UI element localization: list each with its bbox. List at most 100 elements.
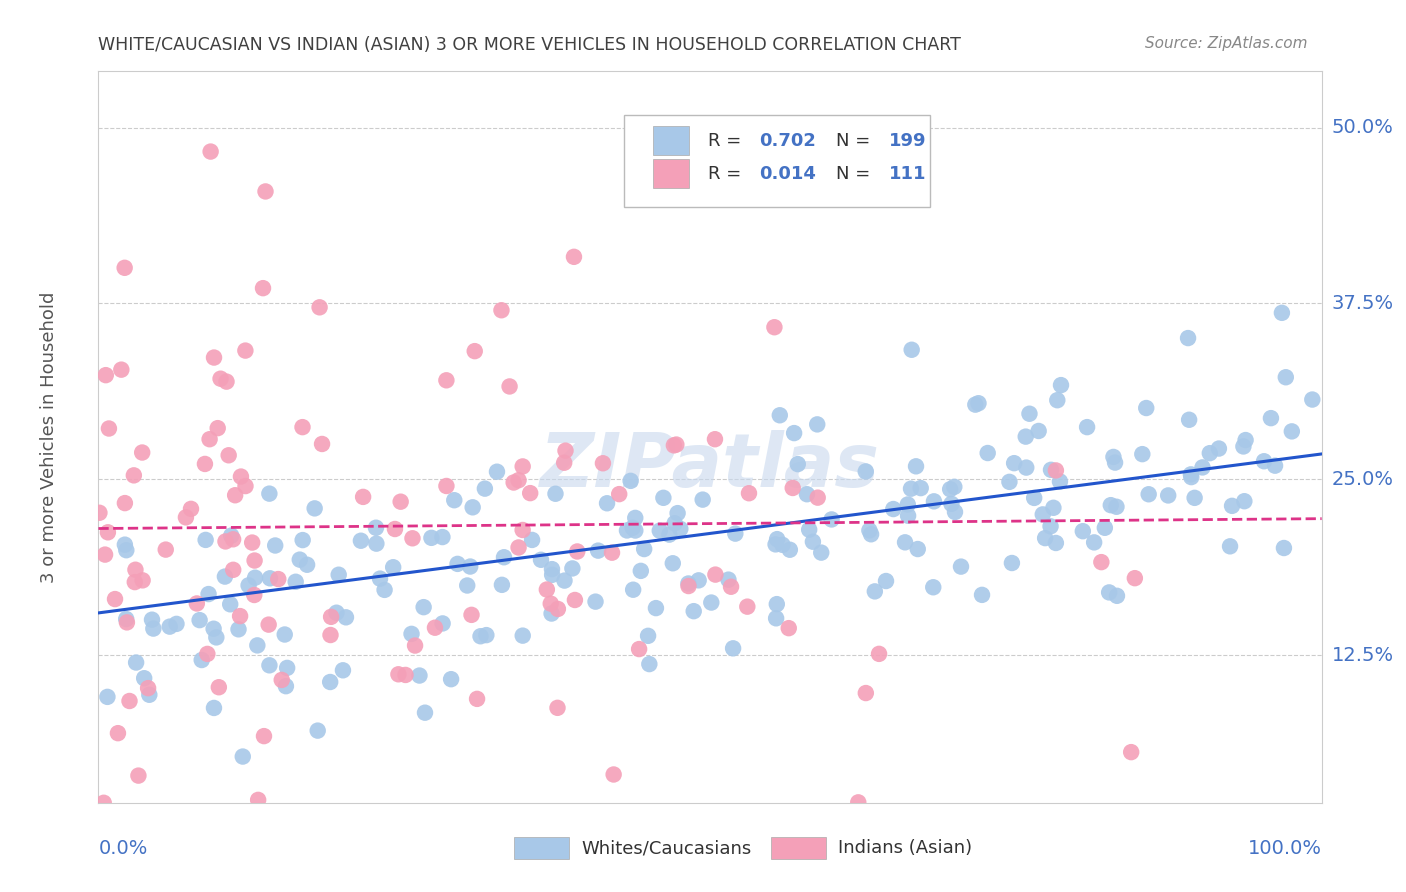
Point — [288, 552, 311, 566]
Point — [765, 537, 787, 551]
Point — [458, 559, 481, 574]
Point — [502, 475, 524, 490]
Point — [243, 553, 266, 567]
Point — [1105, 500, 1128, 514]
Point — [319, 610, 342, 624]
Point — [253, 729, 276, 743]
Point — [335, 610, 357, 624]
Point — [520, 533, 543, 547]
Point — [860, 527, 883, 541]
Text: 0.702: 0.702 — [759, 132, 815, 150]
Bar — [652, 159, 689, 188]
Point — [662, 438, 685, 452]
Point — [1234, 433, 1257, 447]
Point — [284, 574, 307, 589]
Point — [498, 379, 520, 393]
Point — [107, 726, 129, 740]
Point — [682, 604, 704, 618]
Point — [1219, 539, 1241, 553]
Point — [420, 531, 443, 545]
Point — [222, 533, 245, 547]
Point — [492, 550, 515, 565]
Point — [540, 607, 562, 621]
Point — [544, 487, 567, 501]
Point — [628, 642, 651, 657]
Text: 0.0%: 0.0% — [98, 839, 148, 858]
Point — [274, 627, 297, 641]
Point — [115, 543, 138, 558]
Point — [1090, 555, 1112, 569]
Point — [464, 344, 486, 359]
Point — [970, 588, 993, 602]
Point — [1208, 442, 1230, 456]
Point — [602, 767, 624, 781]
Point — [270, 673, 292, 687]
Point — [219, 528, 242, 542]
Point — [596, 496, 619, 510]
Point — [553, 456, 575, 470]
Point — [1071, 524, 1094, 539]
Point — [436, 479, 458, 493]
Point — [235, 479, 257, 493]
Point — [897, 508, 920, 523]
Point — [922, 494, 945, 508]
Point — [114, 260, 136, 275]
Point — [799, 523, 821, 537]
Point — [616, 524, 638, 538]
Point — [446, 557, 468, 571]
Point — [508, 541, 530, 555]
Point — [291, 420, 314, 434]
Point — [104, 592, 127, 607]
Point — [772, 538, 794, 552]
Point — [194, 533, 217, 547]
Point — [882, 502, 904, 516]
Point — [394, 668, 416, 682]
Point — [110, 362, 132, 376]
Point — [820, 512, 842, 526]
Point — [658, 527, 681, 541]
Point — [547, 701, 569, 715]
Point — [127, 769, 149, 783]
Point — [247, 793, 270, 807]
Point — [124, 563, 146, 577]
Point — [949, 559, 972, 574]
Text: Indians (Asian): Indians (Asian) — [838, 839, 973, 857]
Point — [224, 488, 246, 502]
Point — [364, 521, 387, 535]
Text: R =: R = — [707, 165, 747, 183]
Point — [456, 578, 478, 592]
Point — [1042, 500, 1064, 515]
Point — [118, 694, 141, 708]
Point — [669, 522, 692, 536]
Point — [796, 487, 818, 501]
Point — [115, 615, 138, 630]
Point — [645, 601, 668, 615]
Point — [941, 497, 963, 511]
Point — [195, 647, 218, 661]
Point — [1121, 745, 1143, 759]
Point — [939, 482, 962, 496]
Text: N =: N = — [837, 165, 876, 183]
Point — [295, 558, 318, 572]
Point — [1301, 392, 1323, 407]
Point — [136, 681, 159, 695]
Point — [401, 531, 423, 545]
Point — [704, 432, 727, 446]
Point — [325, 606, 347, 620]
Point — [704, 567, 727, 582]
Point — [1180, 467, 1202, 482]
Point — [94, 548, 117, 562]
Point — [412, 600, 434, 615]
Point — [666, 506, 689, 520]
Point — [131, 445, 153, 459]
Point — [94, 368, 117, 383]
Point — [238, 578, 260, 592]
Point — [159, 620, 181, 634]
Point — [1094, 521, 1116, 535]
Point — [432, 616, 454, 631]
Point — [1233, 494, 1256, 508]
Point — [352, 490, 374, 504]
Point — [202, 622, 225, 636]
Point — [512, 629, 534, 643]
Text: 0.014: 0.014 — [759, 165, 815, 183]
